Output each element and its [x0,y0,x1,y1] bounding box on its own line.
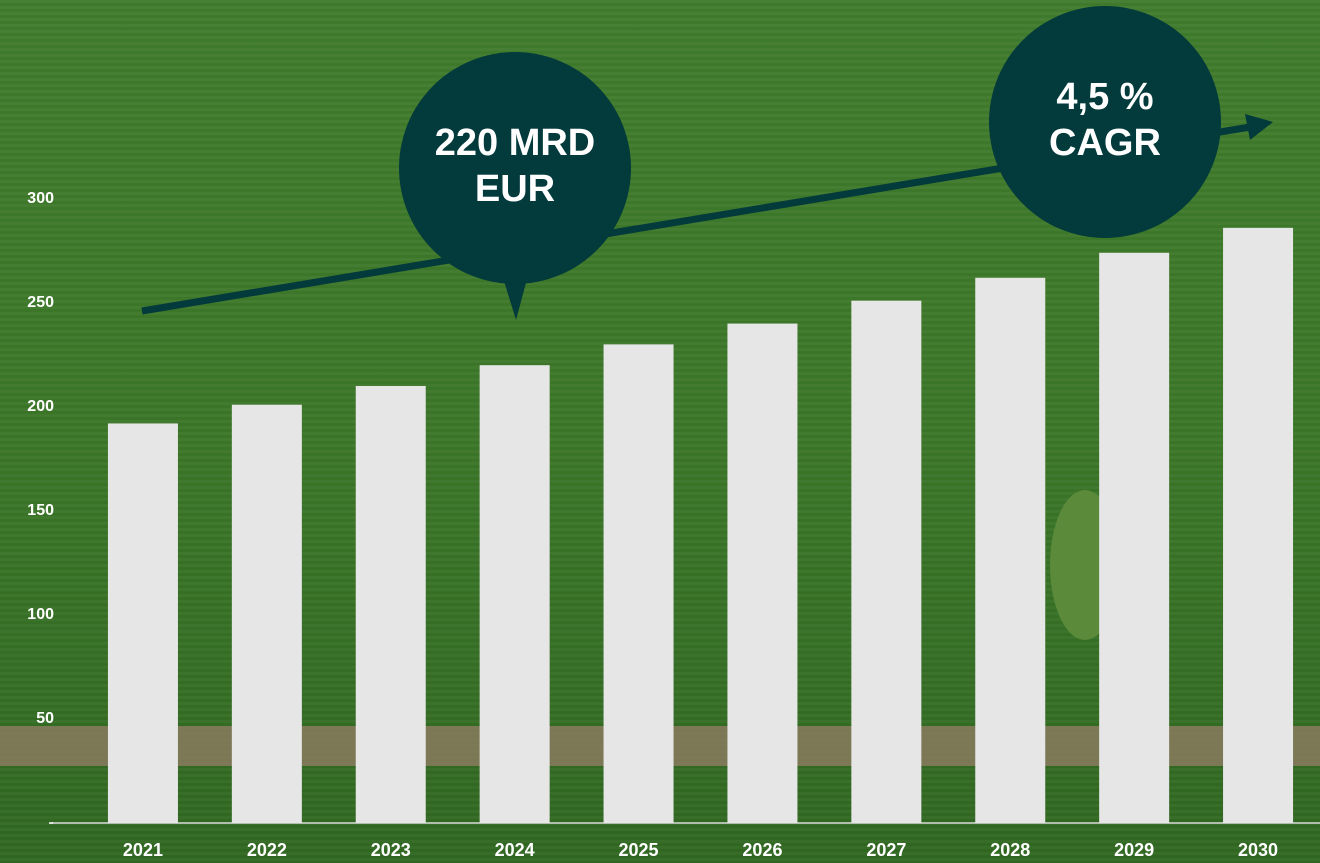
y-tick-label: 200 [27,398,54,415]
x-tick-label: 2025 [619,840,659,860]
y-tick-label: 50 [36,710,54,727]
callout-text: EUR [475,168,555,210]
page: -501001502002503002021202220232024202520… [0,0,1320,863]
y-tick-label: 300 [27,190,54,207]
x-tick-label: 2023 [371,840,411,860]
bar [108,423,178,823]
x-tick-label: 2028 [990,840,1030,860]
bar [1223,228,1293,823]
x-tick-label: 2027 [866,840,906,860]
y-tick-label: 250 [27,294,54,311]
bar [480,365,550,823]
chart: -501001502002503002021202220232024202520… [0,0,1320,863]
bar [851,301,921,823]
bar [1099,253,1169,823]
bar [604,344,674,823]
x-tick-label: 2030 [1238,840,1278,860]
callout-text: 220 MRD [435,122,596,164]
bar [232,405,302,823]
x-tick-label: 2029 [1114,840,1154,860]
bar [356,386,426,823]
x-tick-label: 2021 [123,840,163,860]
callout-text: 4,5 % [1056,76,1153,118]
x-tick-label: 2024 [495,840,535,860]
y-tick-label: 150 [27,502,54,519]
callout-text: CAGR [1049,122,1161,164]
bar [975,278,1045,823]
x-tick-label: 2026 [742,840,782,860]
x-tick-label: 2022 [247,840,287,860]
y-tick-label: 100 [27,606,54,623]
bar [727,324,797,823]
